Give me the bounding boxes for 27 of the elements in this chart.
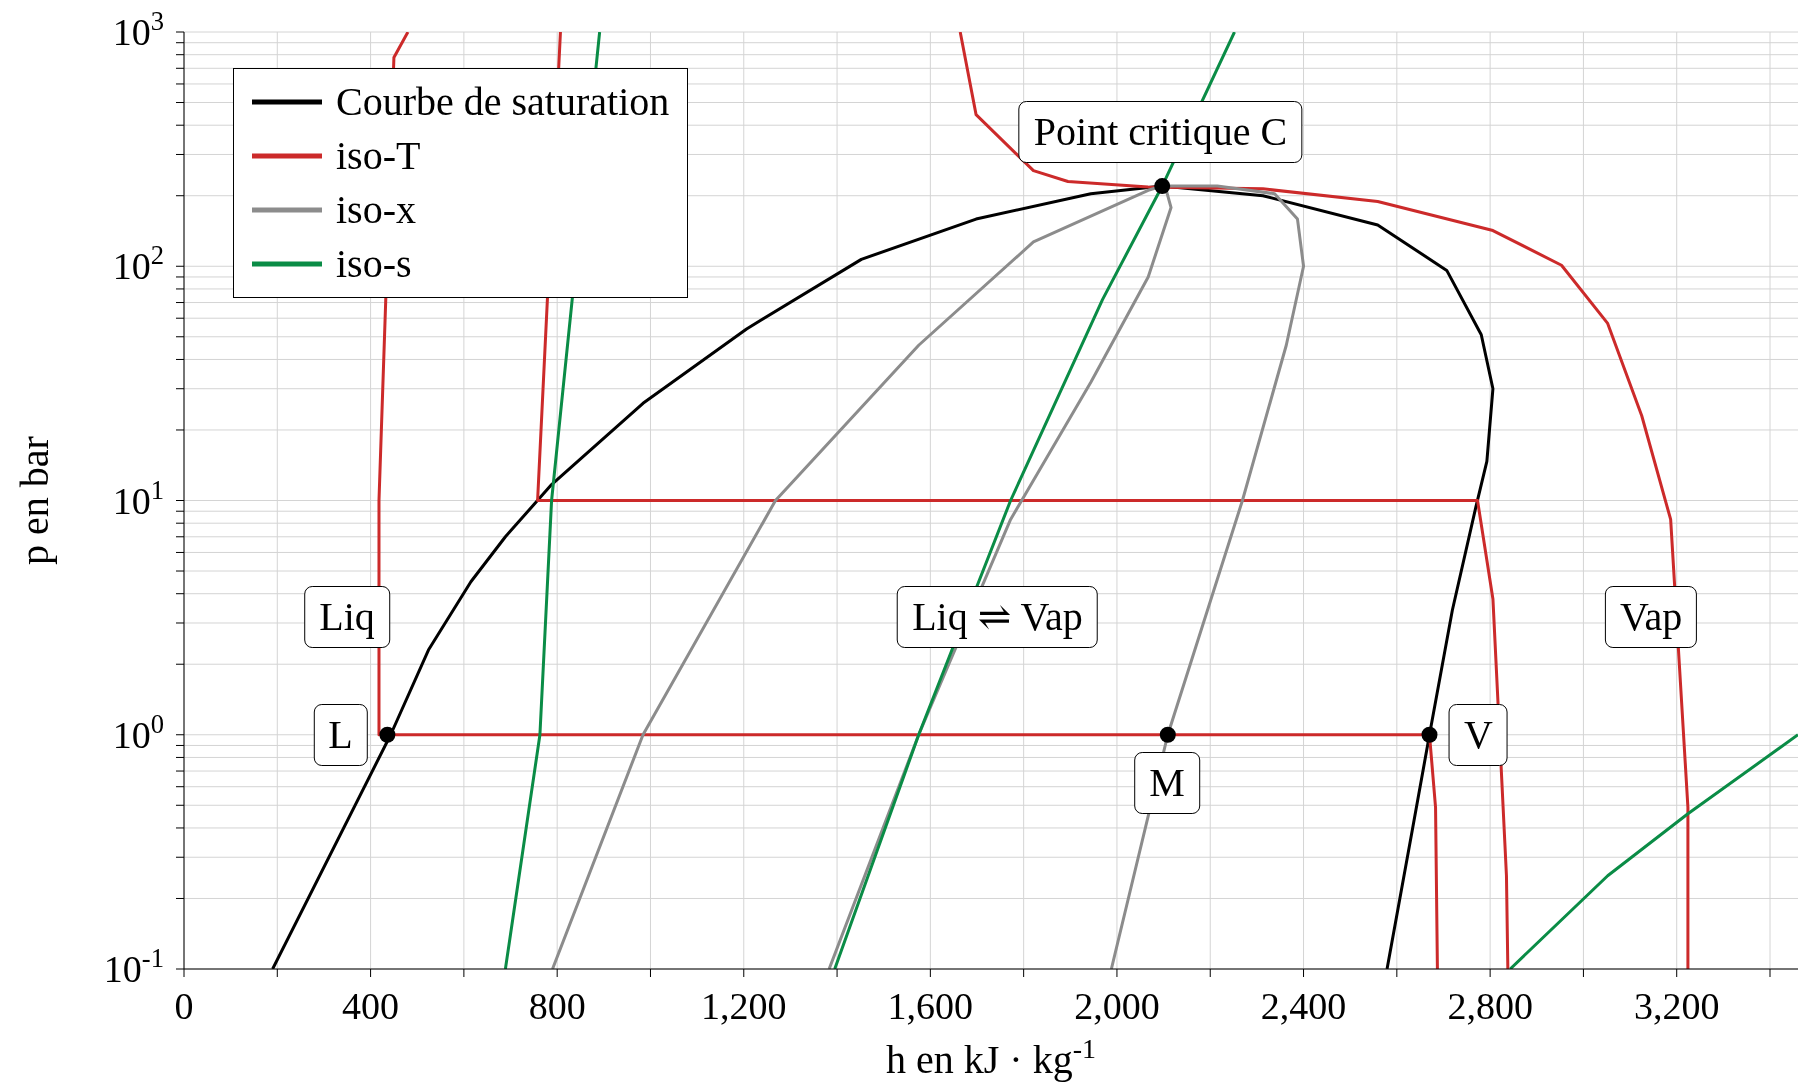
x-tick-label: 800: [528, 985, 586, 1027]
legend-label: Courbe de saturation: [336, 78, 670, 126]
annotation: Liq: [304, 585, 390, 648]
legend-label: iso-T: [336, 132, 421, 180]
x-tick-label: 1,200: [701, 985, 787, 1027]
annotation: L: [313, 703, 368, 766]
x-axis-title: h en kJ · kg$^{-1}$: [886, 1032, 1096, 1082]
x-tick-label: 1,600: [887, 985, 974, 1027]
legend-label: iso-s: [336, 240, 412, 288]
x-tick-label: 2,800: [1447, 985, 1533, 1027]
legend-label: iso-x: [336, 186, 416, 234]
y-tick-label: 10$^{-1}$: [103, 943, 164, 990]
x-tick-label: 0: [174, 985, 194, 1027]
x-tick-label: 3,200: [1633, 985, 1720, 1027]
annotation: Vap: [1605, 585, 1698, 648]
annotation: Point critique C: [1018, 101, 1303, 164]
x-tick-label: 2,000: [1074, 985, 1160, 1027]
y-axis-title: p en bar: [12, 436, 57, 565]
y-tick-label: 10$^{1}$: [112, 474, 164, 522]
annotation: Liq ⇌ Vap: [897, 585, 1098, 648]
y-tick-label: 10$^{3}$: [112, 6, 164, 53]
annotation: V: [1448, 703, 1508, 766]
annotation: M: [1134, 752, 1200, 815]
x-tick-label: 400: [342, 985, 400, 1027]
y-tick-label: 10$^{2}$: [112, 240, 164, 288]
y-tick-label: 10$^{0}$: [112, 708, 164, 756]
x-tick-label: 2,400: [1260, 985, 1347, 1027]
